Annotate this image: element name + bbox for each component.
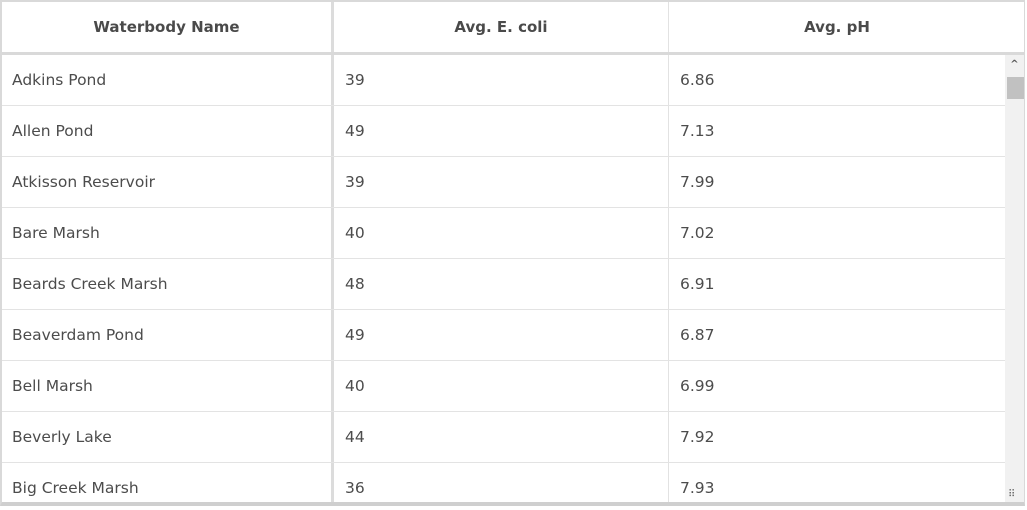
- vertical-scrollbar[interactable]: ^ ⠿: [1005, 55, 1024, 502]
- table-row[interactable]: Bell Marsh 40 6.99: [2, 361, 1005, 412]
- cell-avg-ph: 7.92: [680, 428, 715, 446]
- scrollbar-thumb[interactable]: [1007, 77, 1024, 99]
- cell-waterbody-name: Beaverdam Pond: [2, 310, 334, 360]
- cell-waterbody-name: Beverly Lake: [2, 412, 334, 462]
- cell-avg-e-coli: 49: [334, 310, 669, 360]
- cell-waterbody-name: Bare Marsh: [2, 208, 334, 258]
- cell-avg-e-coli: 44: [334, 412, 669, 462]
- cell-avg-e-coli: 36: [334, 463, 669, 502]
- table-row[interactable]: Allen Pond 49 7.13: [2, 106, 1005, 157]
- column-header-avg-ph[interactable]: Avg. pH: [804, 18, 870, 36]
- cell-avg-ph: 6.86: [680, 71, 715, 89]
- table-row[interactable]: Beaverdam Pond 49 6.87: [2, 310, 1005, 361]
- cell-avg-ph: 6.99: [680, 377, 715, 395]
- chevron-up-icon[interactable]: ^: [1010, 59, 1019, 70]
- cell-avg-e-coli: 39: [334, 55, 669, 105]
- column-header-avg-e-coli[interactable]: Avg. E. coli: [334, 2, 669, 52]
- cell-avg-ph: 7.93: [680, 479, 715, 497]
- table-row[interactable]: Adkins Pond 39 6.86: [2, 55, 1005, 106]
- cell-avg-e-coli: 40: [334, 361, 669, 411]
- cell-avg-ph: 6.87: [680, 326, 715, 344]
- cell-waterbody-name: Allen Pond: [2, 106, 334, 156]
- cell-avg-ph: 7.13: [680, 122, 715, 140]
- cell-waterbody-name: Beards Creek Marsh: [2, 259, 334, 309]
- table-row[interactable]: Beards Creek Marsh 48 6.91: [2, 259, 1005, 310]
- cell-avg-e-coli: 49: [334, 106, 669, 156]
- table-row[interactable]: Atkisson Reservoir 39 7.99: [2, 157, 1005, 208]
- cell-waterbody-name: Adkins Pond: [2, 55, 334, 105]
- cell-avg-ph: 6.91: [680, 275, 715, 293]
- resize-grip-icon[interactable]: ⠿: [1008, 489, 1016, 500]
- cell-waterbody-name: Big Creek Marsh: [2, 463, 334, 502]
- table-row[interactable]: Beverly Lake 44 7.92: [2, 412, 1005, 463]
- table-body: Adkins Pond 39 6.86 Allen Pond 49 7.13 Atkisso…: [2, 55, 1005, 502]
- table-row[interactable]: Bare Marsh 40 7.02: [2, 208, 1005, 259]
- table-row[interactable]: Big Creek Marsh 36 7.93: [2, 463, 1005, 502]
- cell-waterbody-name: Atkisson Reservoir: [2, 157, 334, 207]
- table-header: Waterbody Name Avg. E. coli Avg. pH: [2, 2, 1024, 55]
- cell-avg-e-coli: 48: [334, 259, 669, 309]
- cell-avg-e-coli: 40: [334, 208, 669, 258]
- column-header-waterbody-name[interactable]: Waterbody Name: [2, 2, 334, 52]
- cell-avg-ph: 7.02: [680, 224, 715, 242]
- cell-avg-e-coli: 39: [334, 157, 669, 207]
- cell-avg-ph: 7.99: [680, 173, 715, 191]
- cell-waterbody-name: Bell Marsh: [2, 361, 334, 411]
